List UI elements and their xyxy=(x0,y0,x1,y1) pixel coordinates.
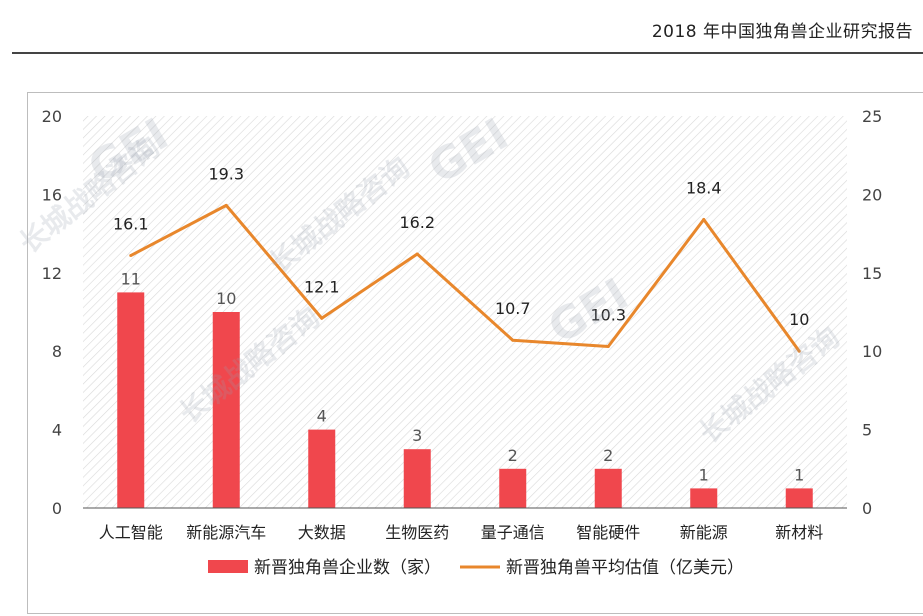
y-right-tick-label: 15 xyxy=(862,264,882,283)
x-category-label: 大数据 xyxy=(298,523,346,542)
line-value-label: 18.4 xyxy=(686,178,722,197)
header-rule xyxy=(12,52,923,54)
x-category-label: 人工智能 xyxy=(99,523,163,542)
line-point xyxy=(415,252,419,256)
bar-value-label: 2 xyxy=(508,446,518,465)
bar-value-label: 11 xyxy=(121,269,141,288)
legend-bar-label: 新晋独角兽企业数（家） xyxy=(254,558,441,578)
line-point xyxy=(320,316,324,320)
bar-value-label: 1 xyxy=(794,465,804,484)
line-value-label: 16.2 xyxy=(399,213,435,232)
line-point xyxy=(511,338,515,342)
y-left-tick-label: 8 xyxy=(52,342,62,361)
y-right-tick-label: 20 xyxy=(862,185,882,204)
chart-frame xyxy=(27,92,923,614)
bar-value-label: 2 xyxy=(603,446,613,465)
x-category-label: 新能源 xyxy=(680,523,728,542)
y-left-tick-label: 4 xyxy=(52,421,62,440)
legend-line-label: 新晋独角兽平均估值（亿美元） xyxy=(506,558,744,578)
bar-value-label: 10 xyxy=(216,289,236,308)
report-title: 2018 年中国独角兽企业研究报告 xyxy=(651,22,913,42)
line-point xyxy=(129,254,133,258)
legend: 新晋独角兽企业数（家） 新晋独角兽平均估值（亿美元） xyxy=(208,558,744,578)
x-category-label: 量子通信 xyxy=(481,523,545,542)
plot-area xyxy=(83,116,847,508)
bar xyxy=(594,468,622,508)
line-value-label: 12.1 xyxy=(304,277,340,296)
line-value-label: 10.3 xyxy=(590,305,626,324)
line-value-label: 10.7 xyxy=(495,299,531,318)
line-point xyxy=(702,217,706,221)
series-line xyxy=(130,203,801,353)
y-right-tick-label: 0 xyxy=(862,499,872,518)
bar xyxy=(499,468,527,508)
bar-value-label: 4 xyxy=(317,407,327,426)
bar xyxy=(785,488,813,508)
bar xyxy=(212,312,240,508)
x-category-label: 生物医药 xyxy=(385,523,449,542)
bar-value-label: 3 xyxy=(412,426,422,445)
bar xyxy=(308,429,336,508)
bar xyxy=(403,449,431,508)
y-right-tick-label: 10 xyxy=(862,342,882,361)
x-category-label: 新能源汽车 xyxy=(186,523,266,542)
line-value-label: 16.1 xyxy=(113,215,149,234)
bar xyxy=(117,292,145,508)
bar xyxy=(690,488,718,508)
x-category-label: 智能硬件 xyxy=(576,523,640,542)
line-point xyxy=(797,349,801,353)
line-value-label: 19.3 xyxy=(208,164,244,183)
y-right-tick-label: 5 xyxy=(862,421,872,440)
line-point xyxy=(606,344,610,348)
line-value-label: 10 xyxy=(789,310,809,329)
legend-bar-swatch xyxy=(208,560,248,573)
y-left-tick-label: 0 xyxy=(52,499,62,518)
y-left-tick-label: 16 xyxy=(42,185,62,204)
x-category-label: 新材料 xyxy=(775,523,823,542)
bar-value-label: 1 xyxy=(699,465,709,484)
line-point xyxy=(224,203,228,207)
y-right-tick-label: 25 xyxy=(862,107,882,126)
y-left-tick-label: 20 xyxy=(42,107,62,126)
y-left-tick-label: 12 xyxy=(42,264,62,283)
